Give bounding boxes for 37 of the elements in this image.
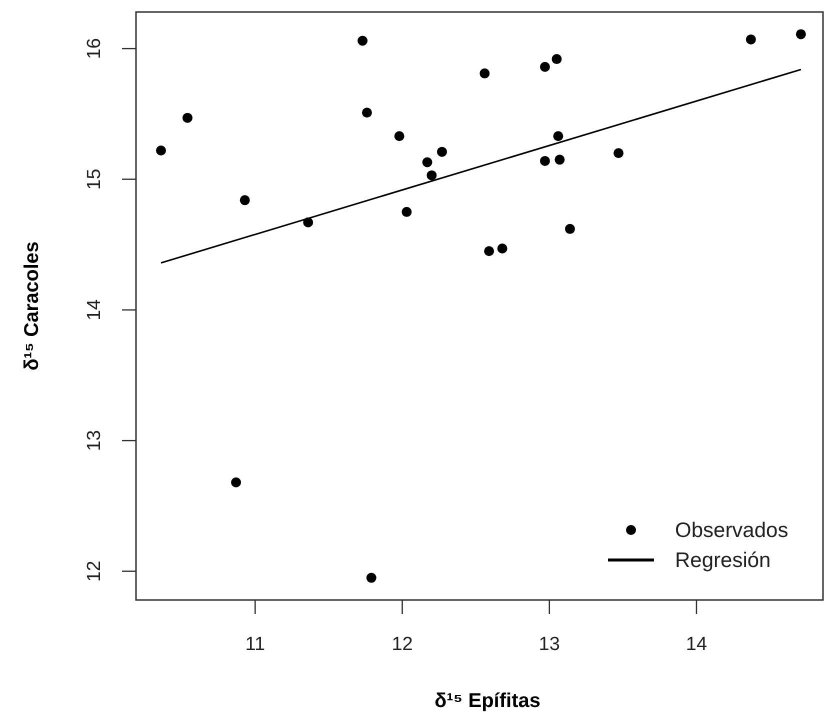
point — [362, 108, 372, 118]
y-tick-label: 13 — [84, 430, 105, 452]
point — [796, 29, 806, 40]
point — [394, 131, 404, 142]
point — [554, 154, 565, 165]
point — [564, 224, 575, 234]
point — [240, 195, 250, 206]
x-tick-label: 14 — [686, 634, 708, 655]
y-tick-label: 12 — [84, 560, 105, 582]
point — [436, 146, 447, 157]
point — [402, 206, 412, 217]
y-tick-label: 15 — [84, 168, 105, 190]
point — [540, 62, 550, 72]
point — [480, 68, 490, 78]
point — [497, 244, 508, 254]
y-tick-label: 14 — [84, 298, 105, 320]
point — [614, 148, 624, 158]
x-tick-label: 12 — [392, 634, 413, 655]
point — [156, 146, 166, 156]
point — [552, 54, 562, 64]
point — [553, 131, 564, 142]
point — [540, 156, 550, 166]
point — [484, 246, 494, 256]
point — [422, 157, 432, 168]
point — [231, 477, 242, 488]
y-tick-label: 16 — [84, 38, 105, 60]
point — [182, 112, 192, 123]
point — [746, 34, 756, 44]
x-axis-title: δ¹⁵ Epífitas — [434, 690, 540, 712]
point — [366, 572, 376, 583]
y-axis-title: δ¹⁵ Caracoles — [21, 241, 43, 371]
x-tick-label: 13 — [538, 634, 560, 655]
point — [426, 170, 437, 180]
point — [358, 36, 368, 46]
legend-label: Observados — [675, 519, 788, 542]
legend-label: Regresión — [675, 549, 771, 572]
x-tick-label: 11 — [245, 634, 266, 655]
